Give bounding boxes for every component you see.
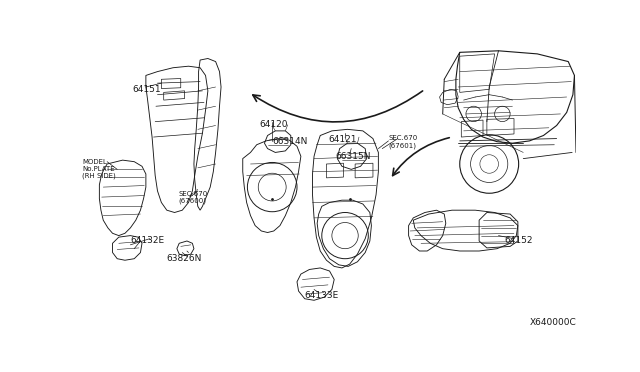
Text: MODEL
No.PLATE
(RH SIDE): MODEL No.PLATE (RH SIDE) bbox=[83, 158, 116, 179]
FancyArrowPatch shape bbox=[253, 91, 422, 122]
Text: X640000C: X640000C bbox=[529, 318, 576, 327]
FancyArrowPatch shape bbox=[393, 138, 449, 176]
Text: 64132E: 64132E bbox=[131, 235, 164, 245]
Text: 66315N: 66315N bbox=[336, 153, 371, 161]
Text: 64120: 64120 bbox=[259, 120, 287, 129]
Text: 64133E: 64133E bbox=[305, 291, 339, 300]
Text: 63826N: 63826N bbox=[167, 254, 202, 263]
Text: SEC.670
(67600): SEC.670 (67600) bbox=[179, 191, 207, 205]
Text: 64121: 64121 bbox=[328, 135, 356, 144]
Text: 66314N: 66314N bbox=[272, 137, 308, 146]
Text: 64151: 64151 bbox=[132, 85, 161, 94]
Text: 64152: 64152 bbox=[505, 235, 533, 245]
Text: SEC.670
(67601): SEC.670 (67601) bbox=[388, 135, 418, 149]
